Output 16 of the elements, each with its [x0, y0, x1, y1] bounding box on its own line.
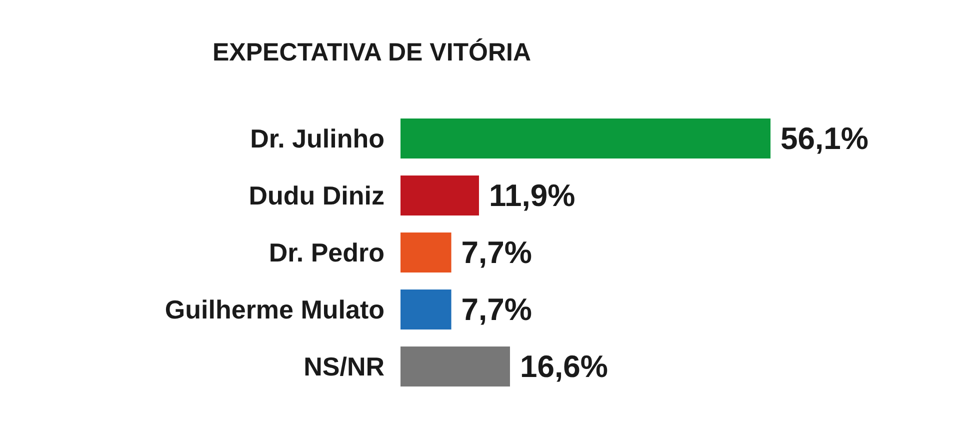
data-label: 7,7% — [461, 292, 532, 327]
data-label: 56,1% — [780, 121, 868, 156]
data-label: 11,9% — [488, 178, 576, 213]
y-tick-label: NS/NR — [304, 352, 385, 382]
y-tick-label: Dr. Julinho — [250, 124, 384, 154]
chart-title: EXPECTATIVA DE VITÓRIA — [212, 38, 532, 66]
y-tick-label: Guilherme Mulato — [164, 294, 384, 324]
bar — [400, 176, 479, 216]
data-label: 16,6% — [520, 349, 608, 384]
bar — [400, 290, 452, 330]
bar — [400, 232, 452, 272]
y-tick-label: Dudu Diniz — [248, 180, 385, 210]
bar — [400, 346, 510, 386]
bar — [400, 118, 770, 158]
data-label: 7,7% — [461, 235, 532, 270]
y-tick-label: Dr. Pedro — [268, 238, 385, 268]
